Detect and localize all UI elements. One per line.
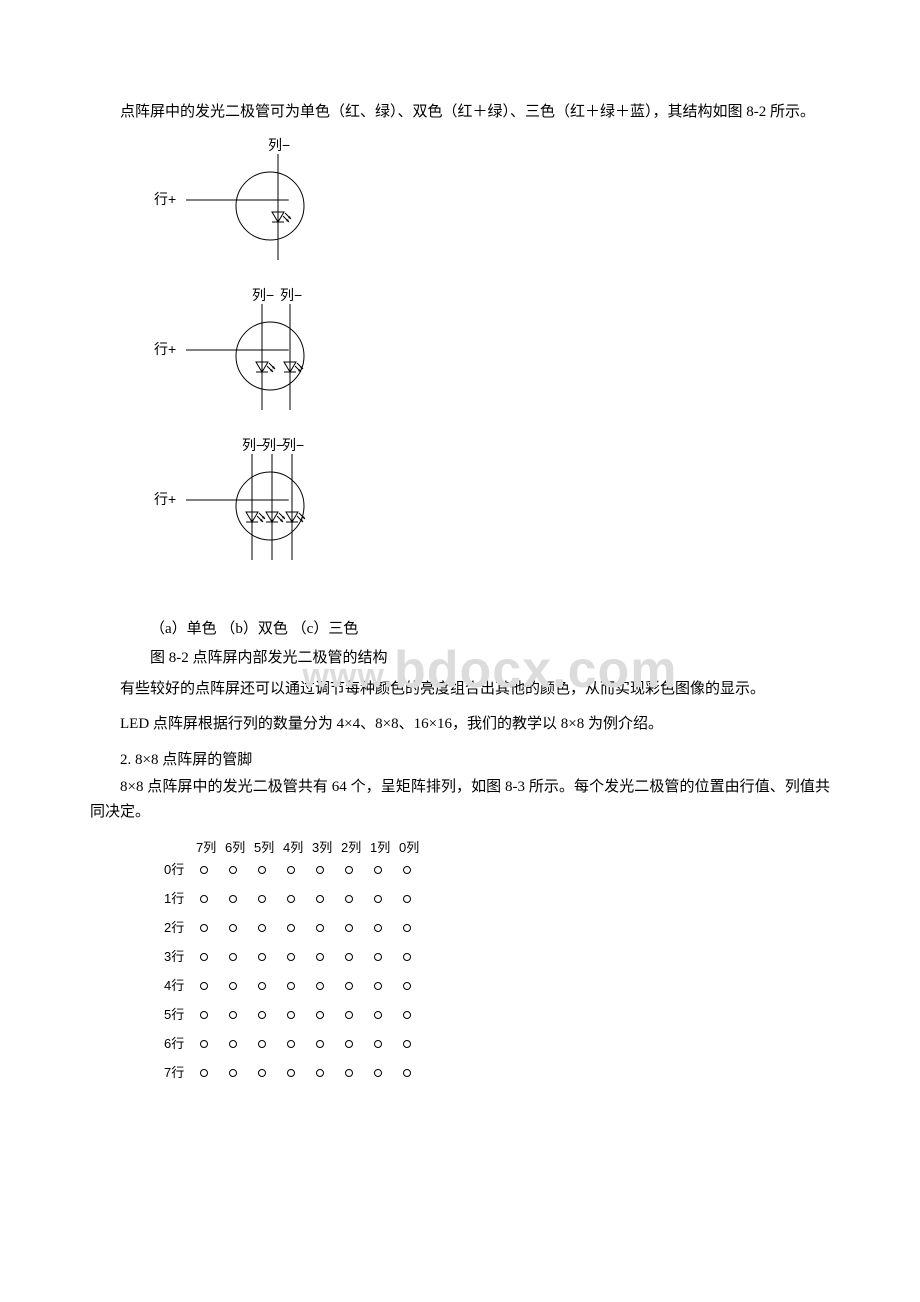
svg-text:行+: 行+	[154, 191, 176, 207]
svg-text:1行: 1行	[164, 891, 184, 906]
svg-text:3行: 3行	[164, 949, 184, 964]
svg-text:6行: 6行	[164, 1036, 184, 1051]
svg-text:3列: 3列	[312, 840, 332, 855]
svg-text:列−: 列−	[268, 137, 290, 153]
svg-text:2列: 2列	[341, 840, 361, 855]
svg-text:列−: 列−	[262, 437, 284, 453]
svg-text:行+: 行+	[154, 341, 176, 357]
svg-text:5列: 5列	[254, 840, 274, 855]
section-heading-pins: 2. 8×8 点阵屏的管脚	[90, 748, 830, 769]
svg-text:2行: 2行	[164, 920, 184, 935]
svg-text:6列: 6列	[225, 840, 245, 855]
svg-text:7列: 7列	[196, 840, 216, 855]
matrix-svg: 7列 6列 5列 4列 3列 2列 1列 0列 0行 1行 2行 3行 4行 5行 6行 7行	[164, 836, 446, 1108]
svg-text:行+: 行+	[154, 491, 176, 507]
svg-text:7行: 7行	[164, 1065, 184, 1080]
svg-text:列−: 列−	[282, 437, 304, 453]
figure-8-2-diagrams: 行+列−行+列−列−行+列−列−列−	[150, 136, 830, 611]
svg-text:4行: 4行	[164, 978, 184, 993]
paragraph-matrix-intro: 8×8 点阵屏中的发光二极管共有 64 个，呈矩阵排列，如图 8-3 所示。每个…	[90, 775, 830, 826]
svg-text:列−: 列−	[280, 287, 302, 303]
svg-text:列−: 列−	[252, 287, 274, 303]
svg-text:0列: 0列	[399, 840, 419, 855]
svg-text:列−: 列−	[242, 437, 264, 453]
paragraph-sizes: LED 点阵屏根据行列的数量分为 4×4、8×8、16×16，我们的教学以 8×…	[90, 712, 830, 738]
figure-8-2-variant-labels: （a）单色 （b）双色 （c）三色	[150, 617, 830, 638]
paragraph-color-mix: 有些较好的点阵屏还可以通过调节每种颜色的亮度组合出其他的颜色，从而实现彩色图像的…	[90, 677, 830, 703]
svg-text:0行: 0行	[164, 862, 184, 877]
svg-text:1列: 1列	[370, 840, 390, 855]
paragraph-intro: 点阵屏中的发光二极管可为单色（红、绿）、双色（红＋绿）、三色（红＋绿＋蓝），其结…	[90, 100, 830, 126]
led-structure-svg: 行+列−行+列−列−行+列−列−列−	[150, 136, 410, 606]
svg-text:4列: 4列	[283, 840, 303, 855]
svg-text:5行: 5行	[164, 1007, 184, 1022]
figure-8-3-matrix: 7列 6列 5列 4列 3列 2列 1列 0列 0行 1行 2行 3行 4行 5行 6行 7行	[164, 836, 830, 1113]
figure-8-2-caption: 图 8-2 点阵屏内部发光二极管的结构	[150, 646, 830, 667]
